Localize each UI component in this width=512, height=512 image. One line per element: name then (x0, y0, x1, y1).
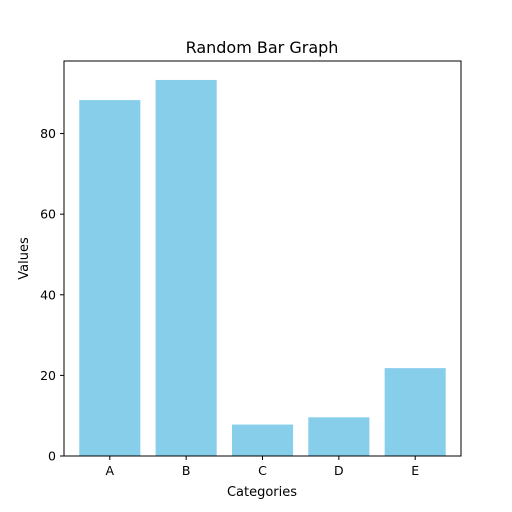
x-tick-label: A (106, 463, 115, 478)
bar-d (308, 417, 370, 456)
x-axis-label: Categories (227, 485, 297, 500)
bar-b (155, 79, 217, 456)
y-tick-label: 0 (48, 449, 56, 464)
chart-title: Random Bar Graph (186, 38, 339, 57)
y-tick-label: 60 (40, 207, 56, 222)
bar-a (79, 100, 141, 457)
bars-layer (79, 79, 446, 457)
y-tick-label: 40 (40, 287, 56, 302)
bar-e (384, 368, 446, 456)
bar-c (231, 424, 294, 456)
plot-frame (63, 60, 462, 457)
y-axis-ticks: 0 20 40 60 80 (40, 126, 64, 464)
x-tick-label: C (258, 463, 267, 478)
x-axis-ticks: A B C D E (106, 456, 419, 478)
x-tick-label: E (411, 463, 419, 478)
y-axis-label: Values (17, 237, 32, 280)
y-tick-label: 80 (40, 126, 56, 141)
y-tick-label: 20 (40, 368, 56, 383)
x-tick-label: D (334, 463, 344, 478)
x-tick-label: B (182, 463, 191, 478)
